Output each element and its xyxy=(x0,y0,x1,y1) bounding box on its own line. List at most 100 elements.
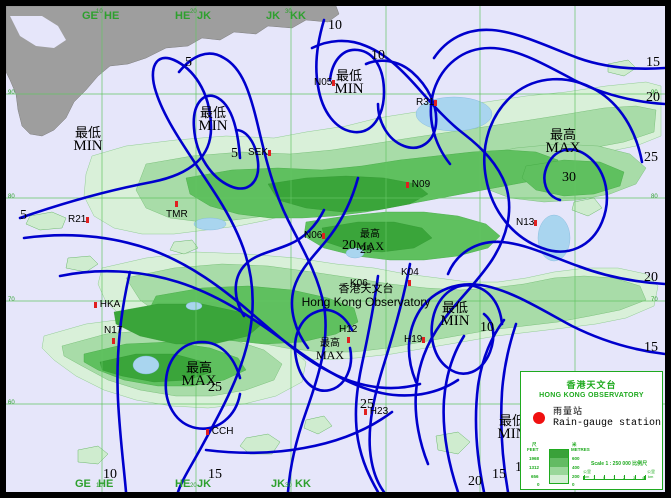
contour-label: 25 xyxy=(360,397,374,412)
hong-kong-observatory-label: 香港天文台 Hong Kong Observatory xyxy=(286,283,446,308)
station-marker[interactable]: CCH xyxy=(206,427,233,438)
grid-label: JK xyxy=(271,478,286,490)
scale-number: 1 xyxy=(613,475,616,480)
extreme-label-en: MAX xyxy=(545,140,581,157)
contour-label: 10 xyxy=(328,18,342,33)
legend-title-cn: 香港天文台 xyxy=(566,381,617,391)
station-dot-icon xyxy=(206,429,209,435)
contour-line xyxy=(368,262,412,492)
terrain-peaks xyxy=(99,175,433,383)
extreme-label-min: 最低 MIN xyxy=(327,69,371,98)
contour-line xyxy=(58,269,460,397)
extreme-label-min: 最低 MIN xyxy=(191,106,235,135)
extreme-label-cn: 最低 xyxy=(199,105,226,120)
station-marker[interactable]: K04 xyxy=(401,268,419,289)
station-marker[interactable]: TMR xyxy=(166,200,188,221)
elevation-feet-tick: 1968 xyxy=(529,456,540,461)
station-marker[interactable]: H23 xyxy=(364,407,388,418)
contour-label: 15 xyxy=(492,467,506,482)
station-marker[interactable]: HKA xyxy=(94,300,120,311)
contour-line xyxy=(446,240,665,286)
extreme-label-en: MAX xyxy=(315,348,344,363)
contour-line xyxy=(234,208,326,318)
contour-label: 10 xyxy=(371,48,385,63)
extreme-label-en: MIN xyxy=(440,313,470,330)
station-marker[interactable]: R21 xyxy=(68,215,90,226)
contour-line xyxy=(442,334,466,492)
extreme-label-min: 最低 MIN xyxy=(433,301,477,330)
extreme-label-cn: 最低 xyxy=(335,68,362,83)
station-dot-icon xyxy=(322,233,326,239)
legend-station-row: 雨量站 Rain-gauge station xyxy=(533,407,662,429)
extreme-label-max: 最高 MAX xyxy=(312,338,348,363)
station-marker[interactable]: H19 xyxy=(404,335,426,346)
station-dot-icon xyxy=(346,337,350,343)
contour-line xyxy=(474,318,506,492)
extreme-label-en: MAX xyxy=(355,239,384,254)
extreme-label-en: MIN xyxy=(334,81,364,98)
rainfall-contour-map[interactable]: GE HE HE JK JK KK GE HE HE JK JK KK 90 8… xyxy=(6,6,665,492)
contour-line xyxy=(204,410,394,455)
scale-number: 4 xyxy=(642,475,645,480)
grid-label: GE xyxy=(75,478,91,490)
mainland-inlet xyxy=(10,16,66,48)
scale-number: 3 xyxy=(633,475,636,480)
scale-ratio-text: Scale 1 : 250 000 比例尺 xyxy=(591,461,648,467)
contour-line xyxy=(293,308,354,392)
contour-line xyxy=(354,274,380,492)
contour-label: 20 xyxy=(646,90,660,105)
extreme-label-en: MIN xyxy=(198,118,228,135)
station-marker[interactable]: R31 xyxy=(416,98,438,109)
contour-label: 25 xyxy=(360,242,372,256)
station-marker[interactable]: SEK xyxy=(248,148,272,159)
grid-label: JK xyxy=(197,478,212,490)
station-marker[interactable]: N13 xyxy=(516,217,538,229)
distance-scale-bar xyxy=(583,475,646,480)
grid-label: GE xyxy=(82,10,98,22)
contour-label: 5 xyxy=(20,208,27,223)
station-marker[interactable]: N06 xyxy=(304,231,326,242)
contour-line xyxy=(116,270,132,492)
mainland-islet-1 xyxy=(32,50,64,68)
station-label: N13 xyxy=(516,217,535,228)
station-marker[interactable]: N17 xyxy=(104,326,122,347)
contour-label: 30 xyxy=(562,170,576,185)
extreme-label-en: MAX xyxy=(181,373,217,390)
contour-line xyxy=(407,283,665,384)
station-marker[interactable]: H12 xyxy=(339,325,357,346)
contour-line xyxy=(432,28,665,70)
contour-label: 15 xyxy=(646,55,660,70)
contour-line xyxy=(290,176,360,350)
contour-label: 20 xyxy=(644,270,658,285)
station-marker[interactable]: N09 xyxy=(406,180,430,191)
elevation-feet-tick: 0 xyxy=(537,482,540,487)
station-marker[interactable]: K06 xyxy=(350,279,368,290)
extreme-label-en: MIN xyxy=(497,426,527,443)
elevation-unit-right-en: METRES xyxy=(571,447,590,452)
contour-line xyxy=(430,283,504,375)
station-marker[interactable]: N05 xyxy=(314,77,336,89)
station-label: CCH xyxy=(211,426,234,437)
grid-number: 20 xyxy=(190,483,197,489)
station-dot-icon xyxy=(94,302,97,308)
grid-number: 80 xyxy=(8,194,15,200)
elevation-feet-tick: 656 xyxy=(531,474,539,479)
scale-number: 1 xyxy=(593,475,596,480)
scale-number: 2 xyxy=(623,475,626,480)
elevation-feet-tick: 1312 xyxy=(529,465,540,470)
grid-number: 20 xyxy=(190,9,197,15)
station-dot-icon xyxy=(332,80,336,86)
grid-label: HE xyxy=(104,10,120,22)
extreme-label-cn: 最高 xyxy=(549,127,576,142)
station-label: N05 xyxy=(314,77,333,88)
contour-line xyxy=(22,234,422,390)
station-label: H23 xyxy=(369,406,389,417)
contour-label: 5 xyxy=(185,55,192,70)
grid-number: 90 xyxy=(651,90,658,96)
extreme-label-cn: 最低 xyxy=(498,413,525,428)
contour-line xyxy=(164,340,242,430)
contour-line xyxy=(177,52,327,492)
station-label: N09 xyxy=(411,179,431,190)
elevation-unit-left-en: FEET xyxy=(527,447,539,452)
station-label: N17 xyxy=(104,325,123,336)
